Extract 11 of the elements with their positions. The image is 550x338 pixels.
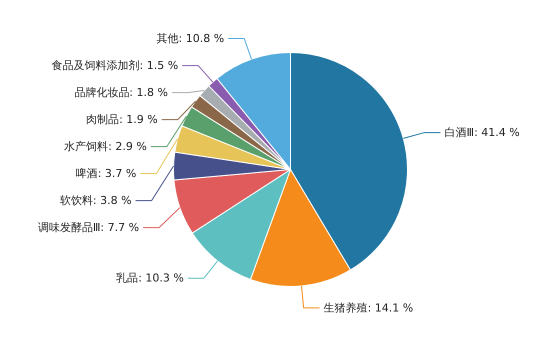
slice-label: 其他: 10.8 % — [156, 32, 224, 45]
slice-label: 调味发酵品Ⅲ: 7.7 % — [38, 221, 140, 234]
slice-label: 肉制品: 1.9 % — [86, 113, 158, 126]
slice-label: 啤酒: 3.7 % — [76, 167, 136, 180]
slice-label: 品牌化妆品: 1.8 % — [74, 86, 168, 100]
slice-label: 白酒Ⅲ: 41.4 % — [444, 126, 520, 140]
slice-label: 食品及饲料添加剂: 1.5 % — [52, 59, 178, 72]
slice-label: 生猪养殖: 14.1 % — [324, 301, 414, 314]
slice-label: 水产饲料: 2.9 % — [64, 140, 147, 154]
slice-label: 乳品: 10.3 % — [116, 272, 184, 285]
slice-label: 软饮料: 3.8 % — [60, 194, 132, 208]
